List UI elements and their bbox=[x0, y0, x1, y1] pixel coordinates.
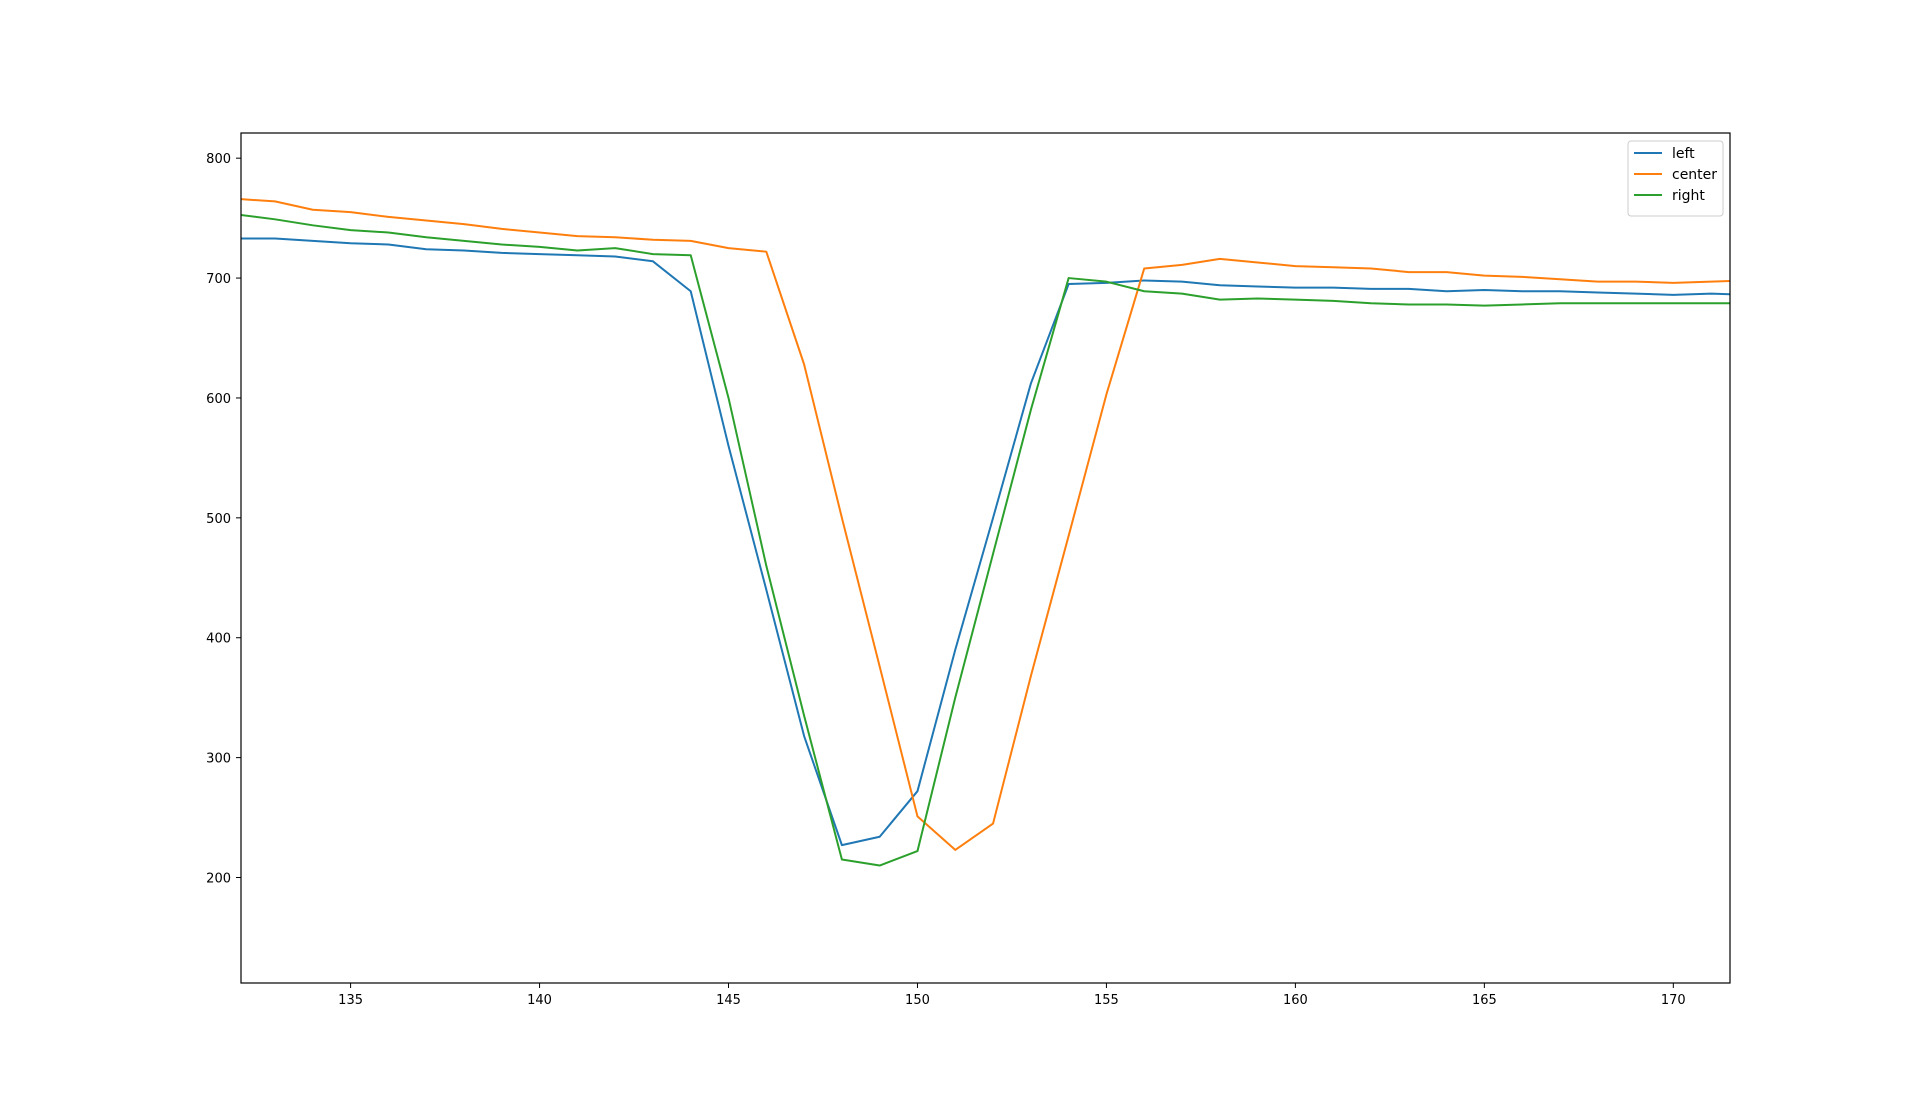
series-line-right bbox=[241, 213, 1730, 867]
x-tick-label: 135 bbox=[338, 993, 363, 1008]
plot-area bbox=[241, 133, 1730, 983]
x-tick-label: 160 bbox=[1283, 993, 1308, 1008]
y-tick-label: 600 bbox=[206, 392, 231, 407]
x-axis: 135 140 145 150 155 160 165 170 bbox=[338, 983, 1686, 1008]
y-tick-label: 300 bbox=[206, 752, 231, 767]
y-tick-label: 500 bbox=[206, 512, 231, 527]
legend-box bbox=[1627, 140, 1724, 217]
x-tick-label: 145 bbox=[716, 993, 741, 1008]
series-line-center bbox=[241, 198, 1730, 851]
x-tick-label: 150 bbox=[905, 993, 930, 1008]
x-tick-label: 140 bbox=[527, 993, 552, 1008]
y-tick-label: 800 bbox=[206, 152, 231, 167]
y-tick-label: 200 bbox=[206, 871, 231, 886]
x-tick-label: 165 bbox=[1472, 993, 1497, 1008]
y-tick-label: 400 bbox=[206, 632, 231, 647]
legend: left center right bbox=[1627, 140, 1724, 217]
y-axis: 200 300 400 500 600 700 800 bbox=[206, 152, 241, 886]
plot-frame bbox=[240, 132, 1731, 984]
legend-label-center: center bbox=[1672, 167, 1717, 183]
legend-label-right: right bbox=[1672, 188, 1705, 204]
legend-label-left: left bbox=[1672, 146, 1695, 162]
series-layer bbox=[241, 198, 1730, 867]
x-tick-label: 155 bbox=[1094, 993, 1119, 1008]
x-tick-label: 170 bbox=[1661, 993, 1686, 1008]
y-tick-label: 700 bbox=[206, 272, 231, 287]
series-line-left bbox=[241, 237, 1730, 847]
